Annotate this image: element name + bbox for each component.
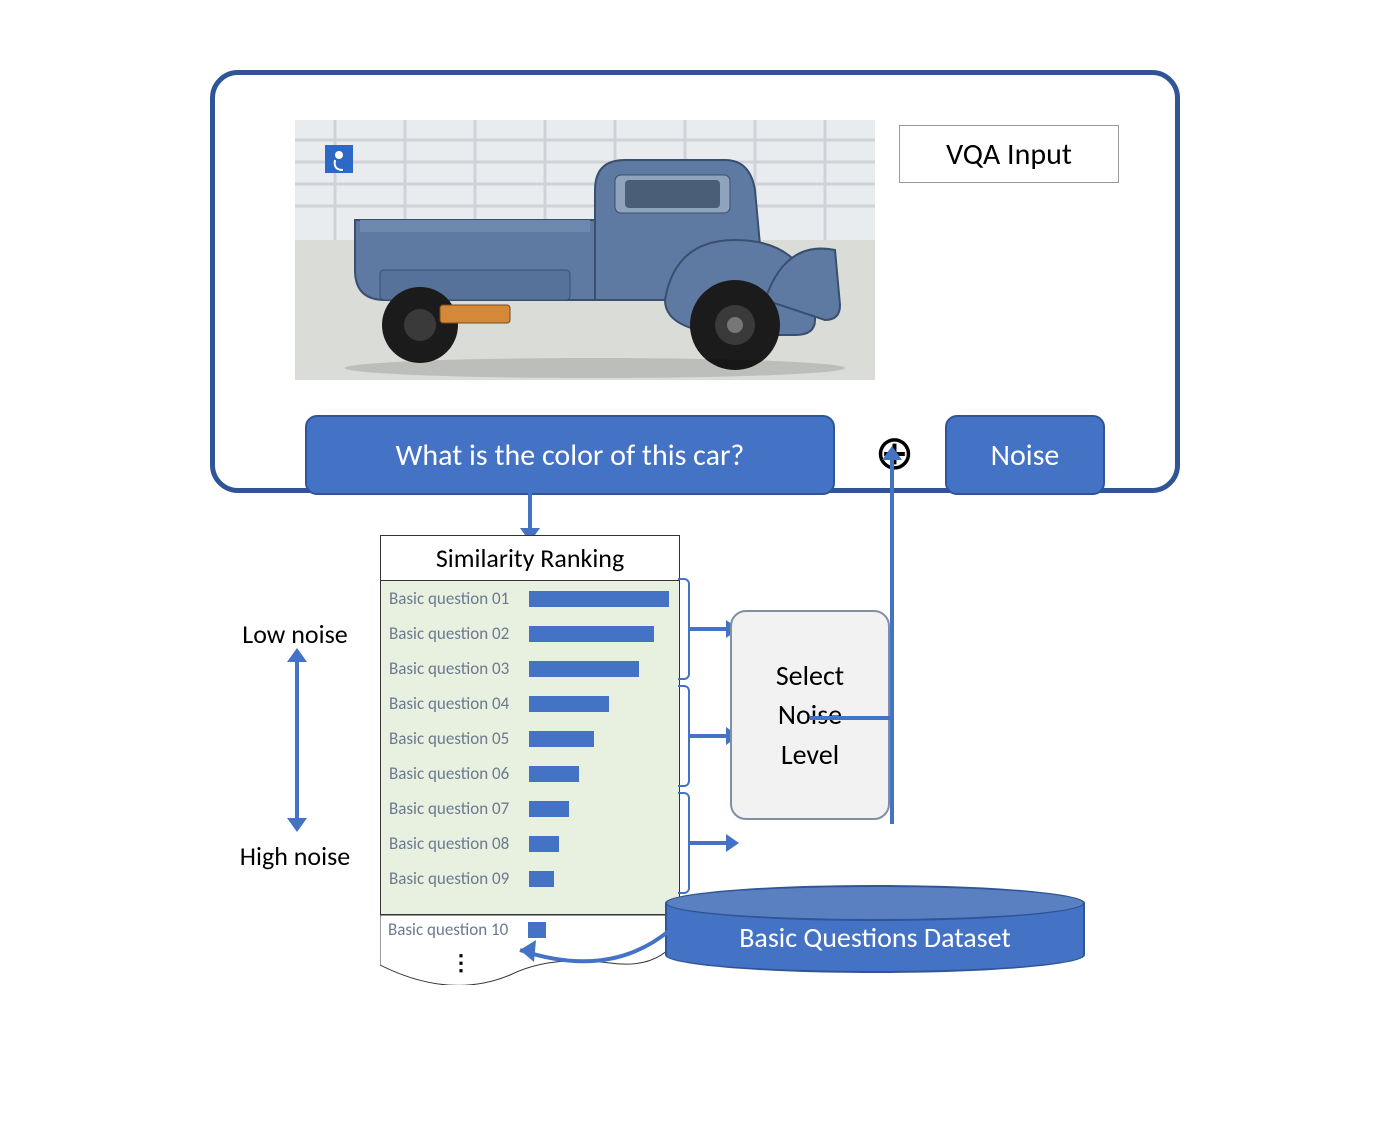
noise-scale: Low noise High noise — [210, 600, 380, 890]
similarity-ranking-panel: Similarity Ranking Basic question 01Basi… — [380, 535, 680, 915]
ranking-row-label: Basic question 01 — [389, 588, 529, 609]
arrow-head-right-icon — [726, 834, 739, 852]
ranking-group-bracket — [678, 578, 690, 680]
ranking-row: Basic question 01 — [381, 581, 679, 616]
ranking-row: Basic question 05 — [381, 721, 679, 756]
ranking-row-label: Basic question 09 — [389, 868, 529, 889]
ranking-row-bar — [529, 661, 639, 677]
ranking-rows-container: Basic question 01 Basic question 02 Basic … — [381, 581, 679, 896]
arrow-head-down-icon — [287, 818, 307, 832]
select-noise-level-text: Select Noise Level — [776, 656, 844, 774]
ranking-row-label: Basic question 03 — [389, 658, 529, 679]
diagram-stage: VQA Input What is the color of this car?… — [170, 40, 1230, 1080]
ranking-row: Basic question 04 — [381, 686, 679, 721]
high-noise-label: High noise — [210, 840, 380, 872]
vqa-input-container: VQA Input What is the color of this car?… — [210, 70, 1180, 493]
similarity-ranking-title: Similarity Ranking — [381, 536, 679, 581]
ranking-row: Basic question 09 — [381, 861, 679, 896]
vqa-input-label: VQA Input — [899, 125, 1119, 183]
ranking-row-label: Basic question 06 — [389, 763, 529, 784]
arrow-head-up-icon — [882, 446, 902, 460]
ranking-row-bar — [529, 801, 569, 817]
arrow-bracket-to-select — [690, 734, 730, 738]
ranking-row: Basic question 03 — [381, 651, 679, 686]
ranking-row-label: Basic question 08 — [389, 833, 529, 854]
low-noise-label: Low noise — [210, 618, 380, 650]
main-question-box: What is the color of this car? — [305, 415, 835, 495]
arrow-dataset-to-ranking — [500, 910, 700, 990]
arrow-select-branch — [890, 720, 894, 824]
dataset-cylinder-top — [665, 885, 1085, 921]
ranking-row-bar — [529, 836, 559, 852]
ranking-row: Basic question 08 — [381, 826, 679, 861]
ranking-row-bar — [529, 731, 594, 747]
example-image-truck — [295, 120, 875, 380]
ranking-row-bar — [529, 591, 669, 607]
ranking-row: Basic question 06 — [381, 756, 679, 791]
ranking-row-label: Basic question 04 — [389, 693, 529, 714]
ranking-row: Basic question 07 — [381, 791, 679, 826]
ranking-row-bar — [529, 626, 654, 642]
ranking-row-label: Basic question 07 — [389, 798, 529, 819]
arrow-select-to-noise-v — [890, 458, 894, 720]
noise-scale-line — [295, 660, 299, 820]
ranking-group-bracket — [678, 792, 690, 894]
ranking-row-bar — [529, 696, 609, 712]
select-noise-level-box: Select Noise Level — [730, 610, 890, 820]
ranking-row-label: Basic question 02 — [389, 623, 529, 644]
ellipsis-icon: ⋮ — [450, 949, 472, 976]
ranking-row-bar — [529, 871, 554, 887]
arrow-head-up-icon — [287, 648, 307, 662]
ranking-group-bracket — [678, 685, 690, 787]
arrow-question-to-ranking — [528, 493, 532, 533]
arrow-bracket-to-select — [690, 841, 730, 845]
ranking-row: Basic question 02 — [381, 616, 679, 651]
arrow-select-to-noise-h — [810, 716, 894, 720]
arrow-bracket-to-select — [690, 627, 730, 631]
noise-box: Noise — [945, 415, 1105, 495]
ranking-row-bar — [529, 766, 579, 782]
basic-questions-dataset: Basic Questions Dataset — [665, 885, 1085, 990]
ranking-row-label: Basic question 05 — [389, 728, 529, 749]
